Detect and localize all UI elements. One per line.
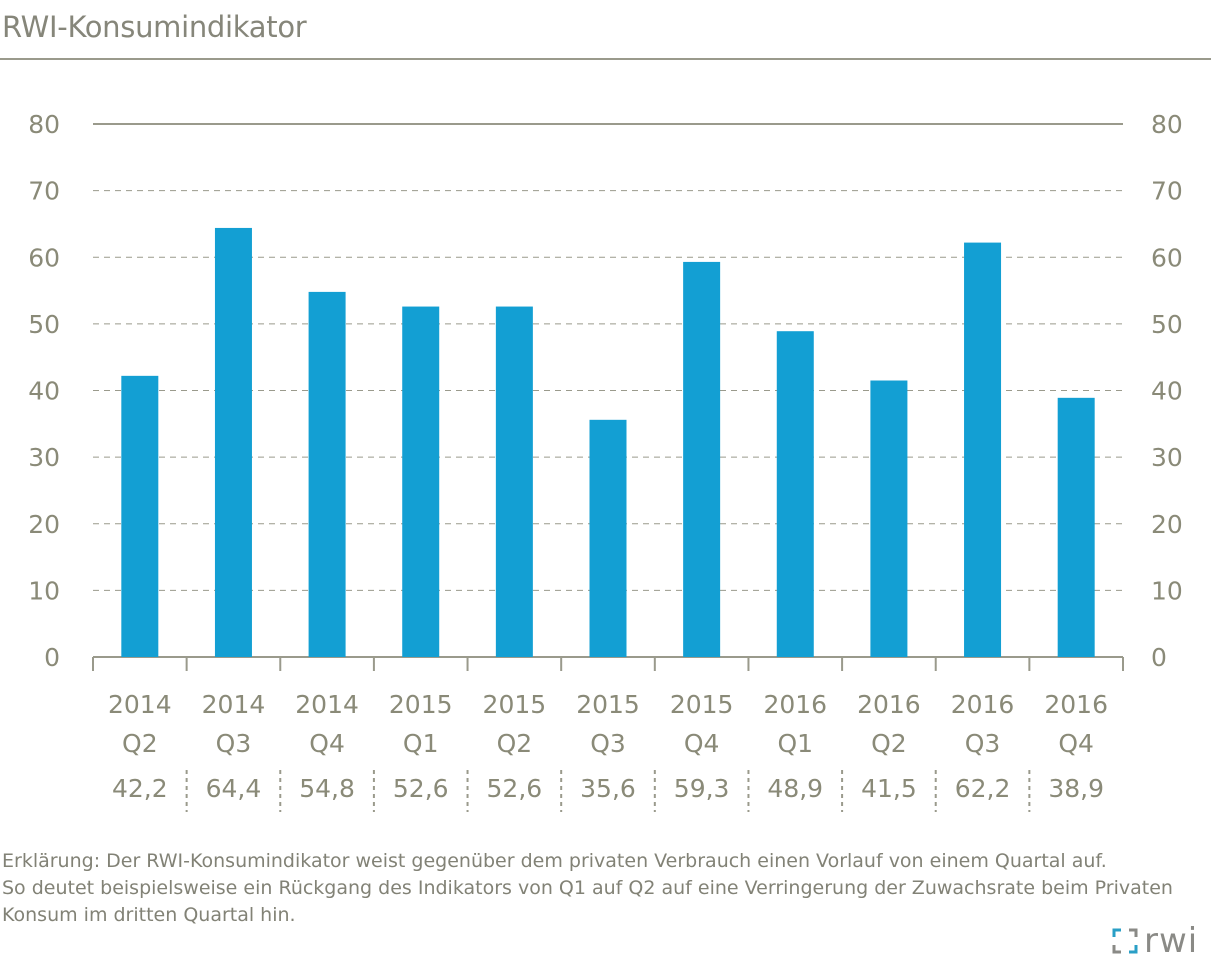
x-tick-label-quarter: Q4 xyxy=(1058,729,1094,758)
y-tick-label-left: 80 xyxy=(28,110,60,139)
bar xyxy=(308,291,346,657)
x-tick-label-quarter: Q2 xyxy=(497,729,533,758)
logo-text: rwi xyxy=(1144,921,1199,961)
footnote-line-2: So deutet beispielsweise ein Rückgang de… xyxy=(2,877,1173,899)
bar xyxy=(214,227,252,657)
y-tick-label-right: 40 xyxy=(1151,377,1183,406)
footnote-line-3: Konsum im dritten Quartal hin. xyxy=(2,904,296,926)
data-label: 38,9 xyxy=(1048,774,1104,803)
bar xyxy=(589,419,627,657)
x-tick-label-year: 2014 xyxy=(295,690,359,719)
x-tick-label-quarter: Q2 xyxy=(871,729,907,758)
y-tick-label-right: 70 xyxy=(1151,177,1183,206)
data-label: 62,2 xyxy=(955,774,1011,803)
chart-title: RWI-Konsumindikator xyxy=(2,10,307,44)
y-tick-label-right: 0 xyxy=(1151,643,1167,672)
y-tick-label-right: 20 xyxy=(1151,510,1183,539)
bar xyxy=(776,331,814,657)
data-label: 52,6 xyxy=(487,774,543,803)
data-label: 41,5 xyxy=(861,774,917,803)
y-tick-label-right: 10 xyxy=(1151,576,1183,605)
data-label: 54,8 xyxy=(299,774,355,803)
y-tick-label-left: 10 xyxy=(28,576,60,605)
logo-mark-icon xyxy=(1112,928,1138,954)
x-tick-label-quarter: Q3 xyxy=(965,729,1001,758)
bar xyxy=(402,306,440,657)
x-tick-label-quarter: Q1 xyxy=(403,729,439,758)
footnote: Erklärung: Der RWI-Konsumindikator weist… xyxy=(2,848,1202,929)
x-tick-label-year: 2014 xyxy=(202,690,266,719)
bar xyxy=(1057,397,1095,657)
data-label: 64,4 xyxy=(206,774,262,803)
data-label: 48,9 xyxy=(767,774,823,803)
y-tick-label-right: 30 xyxy=(1151,443,1183,472)
x-tick-label-year: 2016 xyxy=(763,690,827,719)
bar xyxy=(683,261,721,657)
title-divider xyxy=(0,58,1211,60)
x-tick-label-year: 2015 xyxy=(670,690,734,719)
y-tick-label-left: 60 xyxy=(28,243,60,272)
x-tick-label-year: 2016 xyxy=(951,690,1015,719)
data-label: 35,6 xyxy=(580,774,636,803)
y-tick-label-left: 30 xyxy=(28,443,60,472)
x-tick-label-quarter: Q4 xyxy=(309,729,345,758)
x-tick-label-year: 2014 xyxy=(108,690,172,719)
x-tick-label-year: 2015 xyxy=(576,690,640,719)
data-label: 59,3 xyxy=(674,774,730,803)
bar xyxy=(870,380,908,657)
data-label: 52,6 xyxy=(393,774,449,803)
bar xyxy=(495,306,533,657)
x-tick-label-year: 2016 xyxy=(1044,690,1108,719)
x-tick-label-year: 2015 xyxy=(483,690,547,719)
x-tick-label-year: 2016 xyxy=(857,690,921,719)
x-tick-label-quarter: Q3 xyxy=(216,729,252,758)
y-tick-label-left: 40 xyxy=(28,377,60,406)
footnote-line-1: Erklärung: Der RWI-Konsumindikator weist… xyxy=(2,850,1107,872)
y-tick-label-left: 0 xyxy=(44,643,60,672)
rwi-logo: rwi xyxy=(1112,921,1199,961)
y-tick-label-left: 20 xyxy=(28,510,60,539)
y-tick-label-right: 80 xyxy=(1151,110,1183,139)
x-tick-label-quarter: Q4 xyxy=(684,729,720,758)
x-tick-label-quarter: Q1 xyxy=(777,729,813,758)
y-tick-label-left: 50 xyxy=(28,310,60,339)
x-tick-label-quarter: Q2 xyxy=(122,729,158,758)
x-tick-label-quarter: Q3 xyxy=(590,729,626,758)
x-tick-label-year: 2015 xyxy=(389,690,453,719)
y-tick-label-right: 60 xyxy=(1151,243,1183,272)
bar-chart: 0 0 10 10 20 20 30 30 40 40 50 50 60 60 70 70 80 80 2014 Q2… xyxy=(28,110,1183,812)
bar xyxy=(121,375,159,657)
y-tick-label-left: 70 xyxy=(28,177,60,206)
y-tick-label-right: 50 xyxy=(1151,310,1183,339)
bar xyxy=(964,242,1002,657)
data-label: 42,2 xyxy=(112,774,168,803)
